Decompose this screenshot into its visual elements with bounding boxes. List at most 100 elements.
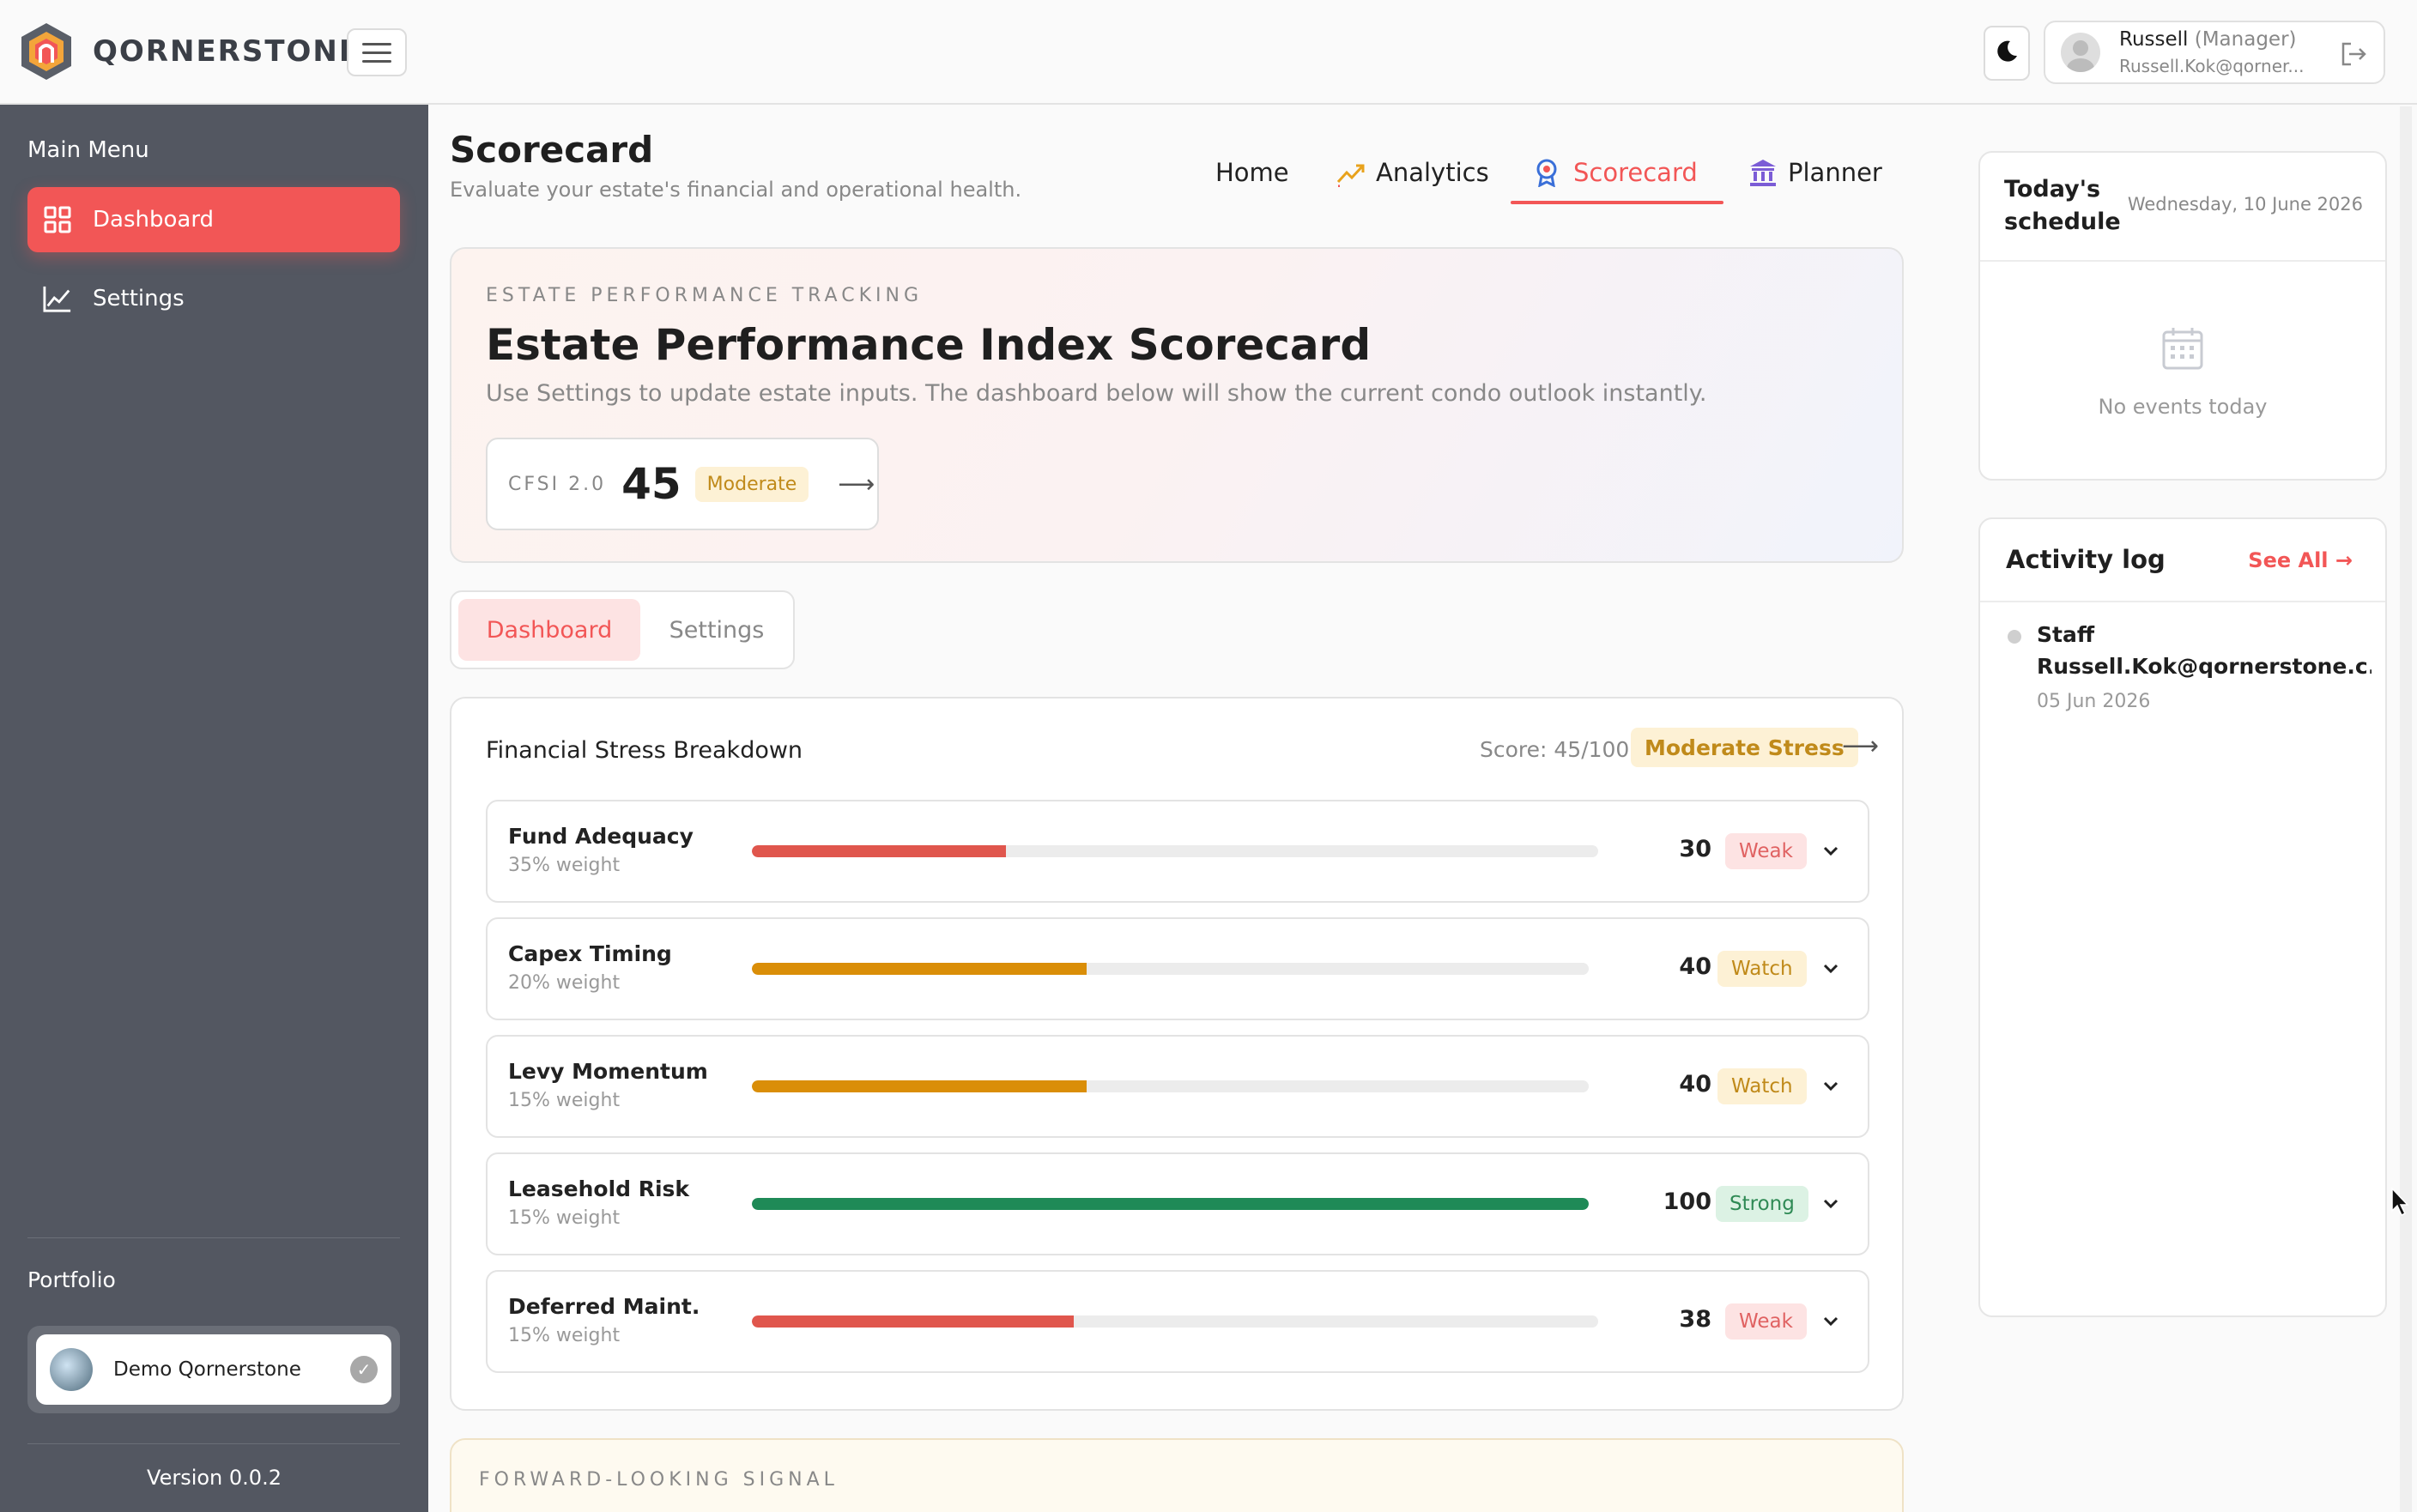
breakdown-row[interactable]: Levy Momentum 15% weight 40 Watch xyxy=(486,1035,1869,1138)
user-info: Russell (Manager) Russell.Kok@qorner... xyxy=(2119,28,2304,76)
progress-fill xyxy=(752,1198,1589,1210)
breakdown-row[interactable]: Deferred Maint. 15% weight 38 Weak xyxy=(486,1270,1869,1373)
calendar-icon xyxy=(2161,326,2204,371)
hero-kicker: ESTATE PERFORMANCE TRACKING xyxy=(486,285,923,306)
sidebar-item-label: Dashboard xyxy=(93,207,215,233)
grid-icon xyxy=(43,205,72,234)
portfolio-selector[interactable]: Demo Qornerstone ✓ xyxy=(27,1326,400,1413)
breakdown-row[interactable]: Fund Adequacy 35% weight 30 Weak xyxy=(486,800,1869,903)
progress-track xyxy=(752,845,1598,857)
moon-icon xyxy=(1994,39,2020,68)
hamburger-menu-button[interactable] xyxy=(347,28,407,76)
activity-entry[interactable]: Staff Russell.Kok@qornerstone.c... xyxy=(2037,619,2372,682)
divider xyxy=(1980,260,2385,262)
chevron-down-icon[interactable] xyxy=(1820,1192,1842,1214)
signal-kicker: FORWARD-LOOKING SIGNAL xyxy=(479,1469,839,1491)
logout-icon[interactable] xyxy=(2339,39,2368,69)
check-icon: ✓ xyxy=(350,1356,378,1383)
breakdown-row[interactable]: Leasehold Risk 15% weight 100 Strong xyxy=(486,1152,1869,1255)
chart-line-icon xyxy=(43,284,72,313)
divider xyxy=(27,1237,400,1238)
main-menu-title: Main Menu xyxy=(27,137,149,163)
metric-name: Deferred Maint. xyxy=(508,1294,700,1319)
status-badge: Strong xyxy=(1716,1186,1808,1222)
arrow-right-icon[interactable]: ⟶ xyxy=(838,469,875,499)
status-badge: Moderate Stress xyxy=(1631,728,1858,767)
version-label: Version 0.0.2 xyxy=(147,1466,282,1490)
toggle-dashboard[interactable]: Dashboard xyxy=(458,599,640,661)
empty-state-text: No events today xyxy=(2098,395,2268,419)
sidebar: QORNERSTONE Main Menu Dashboard Settings xyxy=(0,0,428,1512)
see-all-link[interactable]: See All → xyxy=(2248,548,2353,572)
metric-score: 40 xyxy=(1679,953,1711,980)
metric-weight: 20% weight xyxy=(508,972,621,994)
metric-weight: 15% weight xyxy=(508,1090,621,1111)
schedule-title: Today's schedule xyxy=(2004,176,2121,235)
arrow-right-icon[interactable]: ⟶ xyxy=(1842,731,1880,761)
metric-score: 100 xyxy=(1663,1188,1711,1215)
toggle-settings[interactable]: Settings xyxy=(669,616,765,644)
tab-home[interactable]: Home xyxy=(1215,151,1289,194)
main-content: Scorecard Evaluate your estate's financi… xyxy=(428,105,1975,1512)
see-all-label: See All xyxy=(2248,548,2329,572)
section-title: Financial Stress Breakdown xyxy=(486,737,803,764)
divider xyxy=(27,1443,400,1444)
hero-card: ESTATE PERFORMANCE TRACKING Estate Perfo… xyxy=(450,247,1904,563)
mouse-cursor-icon xyxy=(2390,1187,2411,1218)
chevron-down-icon[interactable] xyxy=(1820,1309,1842,1332)
metric-weight: 15% weight xyxy=(508,1207,621,1229)
metric-weight: 15% weight xyxy=(508,1325,621,1346)
progress-fill xyxy=(752,963,1087,975)
tab-label: Home xyxy=(1215,158,1289,187)
chevron-down-icon[interactable] xyxy=(1820,839,1842,862)
page-title: Scorecard xyxy=(450,129,654,171)
view-toggle: Dashboard Settings xyxy=(450,590,795,669)
user-name: Russell xyxy=(2119,28,2189,51)
user-role: (Manager) xyxy=(2194,28,2297,51)
theme-toggle-button[interactable] xyxy=(1984,26,2030,81)
topbar: Russell (Manager) Russell.Kok@qorner... xyxy=(428,0,2417,105)
portfolio-card[interactable]: Demo Qornerstone ✓ xyxy=(36,1334,391,1405)
tab-label: Analytics xyxy=(1376,158,1489,187)
tab-planner[interactable]: Planner xyxy=(1748,151,1882,194)
progress-track xyxy=(752,1315,1598,1328)
progress-fill xyxy=(752,1080,1087,1092)
overall-score: Score: 45/100 xyxy=(1480,737,1630,762)
progress-track xyxy=(752,1198,1589,1210)
tab-analytics[interactable]: Analytics xyxy=(1336,151,1489,194)
divider xyxy=(1980,601,2385,602)
financial-stress-breakdown: Financial Stress Breakdown Score: 45/100… xyxy=(450,697,1904,1411)
chevron-down-icon[interactable] xyxy=(1820,1074,1842,1097)
sidebar-item-settings[interactable]: Settings xyxy=(27,266,400,331)
user-name-line: Russell (Manager) xyxy=(2119,28,2304,51)
portfolio-name: Demo Qornerstone xyxy=(113,1358,301,1381)
cfsi-score-card[interactable]: CFSI 2.0 45 Moderate ⟶ xyxy=(486,438,879,530)
user-menu[interactable]: Russell (Manager) Russell.Kok@qorner... xyxy=(2044,21,2385,84)
cfsi-label: CFSI 2.0 xyxy=(508,473,607,495)
brand-header: QORNERSTONE xyxy=(0,0,428,105)
activity-role: Staff xyxy=(2037,622,2095,647)
schedule-card: Today's schedule Wednesday, 10 June 2026… xyxy=(1978,151,2387,481)
activity-email: Russell.Kok@qornerstone.c... xyxy=(2037,654,2372,679)
breakdown-row[interactable]: Capex Timing 20% weight 40 Watch xyxy=(486,917,1869,1020)
sidebar-item-dashboard[interactable]: Dashboard xyxy=(27,187,400,252)
scrollbar[interactable] xyxy=(2400,106,2412,1512)
trend-icon xyxy=(1336,158,1366,188)
sidebar-item-label: Settings xyxy=(93,286,185,311)
cfsi-value: 45 xyxy=(621,459,681,509)
award-icon xyxy=(1534,158,1563,188)
tab-label: Planner xyxy=(1788,158,1882,187)
chevron-down-icon[interactable] xyxy=(1820,957,1842,979)
tab-scorecard[interactable]: Scorecard xyxy=(1534,151,1698,194)
hero-title: Estate Performance Index Scorecard xyxy=(486,320,1372,370)
metric-weight: 35% weight xyxy=(508,855,621,876)
activity-title: Activity log xyxy=(2006,545,2166,574)
progress-fill xyxy=(752,845,1006,857)
metric-score: 40 xyxy=(1679,1071,1711,1098)
user-email: Russell.Kok@qorner... xyxy=(2119,56,2305,76)
metric-score: 38 xyxy=(1679,1306,1711,1333)
metric-name: Capex Timing xyxy=(508,941,672,966)
activity-date: 05 Jun 2026 xyxy=(2037,691,2151,712)
progress-track xyxy=(752,963,1589,975)
